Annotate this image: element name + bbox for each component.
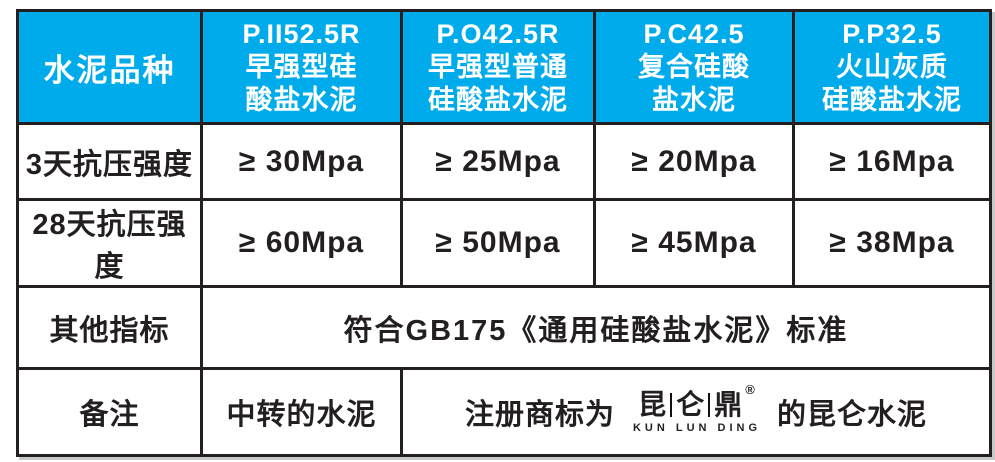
kunlunding-logo-characters: 昆 仑 鼎 ® — [638, 383, 756, 420]
logo-char-lun: 仑 — [676, 388, 705, 420]
row-label-3day: 3天抗压强度 — [16, 122, 203, 201]
header-cell-product-label: 水泥品种 — [16, 9, 203, 125]
cement-code: P.P32.5 — [842, 18, 942, 49]
logo-divider-bar — [708, 392, 711, 417]
cement-name-line2: 酸盐水泥 — [245, 84, 358, 115]
row-28day-strength: 28天抗压强度 ≥ 60Mpa ≥ 50Mpa ≥ 45Mpa ≥ 38Mpa — [16, 198, 992, 288]
value-3day-pp325: ≥ 16Mpa — [792, 122, 992, 201]
logo-char-kun: 昆 — [638, 388, 667, 420]
value-other-standard: 符合GB175《通用硅酸盐水泥》标准 — [200, 285, 992, 370]
header-cell-pii525r: P.II52.5R 早强型硅 酸盐水泥 — [200, 9, 403, 125]
row-label-28day: 28天抗压强度 — [16, 198, 203, 288]
cement-name-line2: 硅酸盐水泥 — [428, 84, 568, 115]
cement-code: P.II52.5R — [242, 18, 361, 49]
cement-name-line1: 早强型普通 — [428, 51, 568, 82]
trademark-line: 注册商标为 昆 仑 鼎 ® KUN LUN DING 的昆仑水泥 — [403, 383, 989, 434]
row-other-indicators: 其他指标 符合GB175《通用硅酸盐水泥》标准 — [16, 285, 992, 370]
logo-pinyin-text: KUN LUN DING — [632, 421, 762, 434]
value-28day-pc425: ≥ 45Mpa — [593, 198, 795, 288]
logo-divider-bar — [670, 392, 673, 417]
row-3day-strength: 3天抗压强度 ≥ 30Mpa ≥ 25Mpa ≥ 20Mpa ≥ 16Mpa — [16, 122, 992, 201]
trademark-prefix-text: 注册商标为 — [464, 399, 615, 431]
header-cell-po425r: P.O42.5R 早强型普通 硅酸盐水泥 — [400, 9, 596, 125]
value-remark-transit: 中转的水泥 — [200, 367, 403, 457]
value-3day-po425r: ≥ 25Mpa — [400, 122, 596, 201]
trademark-suffix-text: 的昆仑水泥 — [777, 399, 928, 431]
cement-code: P.O42.5R — [436, 18, 560, 49]
cement-name-line2: 盐水泥 — [652, 84, 736, 115]
value-28day-pp325: ≥ 38Mpa — [792, 198, 992, 288]
value-28day-po425r: ≥ 50Mpa — [400, 198, 596, 288]
cement-spec-table: 水泥品种 P.II52.5R 早强型硅 酸盐水泥 P.O42.5R 早强型普通 … — [16, 9, 992, 457]
cement-name-line1: 早强型硅 — [245, 51, 358, 82]
cement-name-line1: 复合硅酸 — [638, 51, 750, 82]
value-remark-trademark: 注册商标为 昆 仑 鼎 ® KUN LUN DING 的昆仑水泥 — [400, 367, 992, 457]
header-cell-pc425: P.C42.5 复合硅酸 盐水泥 — [593, 9, 795, 125]
product-label: 水泥品种 — [43, 52, 176, 88]
cement-name-line2: 硅酸盐水泥 — [822, 84, 962, 115]
logo-char-ding: 鼎 — [714, 388, 743, 420]
row-label-other: 其他指标 — [16, 285, 203, 370]
value-28day-pii525r: ≥ 60Mpa — [200, 198, 403, 288]
value-3day-pii525r: ≥ 30Mpa — [200, 122, 403, 201]
cement-code: P.C42.5 — [643, 18, 745, 49]
registered-trademark-icon: ® — [745, 381, 756, 397]
row-remark: 备注 中转的水泥 注册商标为 昆 仑 鼎 ® KUN LUN DI — [16, 367, 992, 457]
header-row: 水泥品种 P.II52.5R 早强型硅 酸盐水泥 P.O42.5R 早强型普通 … — [16, 9, 992, 125]
header-cell-pp325: P.P32.5 火山灰质 硅酸盐水泥 — [792, 9, 992, 125]
kunlunding-logo: 昆 仑 鼎 ® KUN LUN DING — [632, 383, 762, 434]
cement-name-line1: 火山灰质 — [836, 51, 948, 82]
value-3day-pc425: ≥ 20Mpa — [593, 122, 795, 201]
row-label-remark: 备注 — [16, 367, 203, 457]
